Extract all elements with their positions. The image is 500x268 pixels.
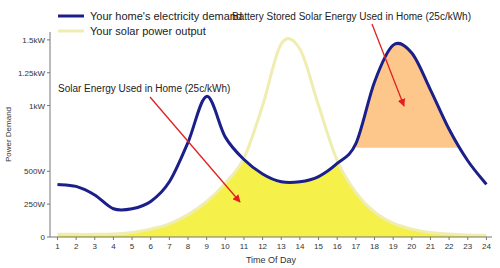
x-tick-label: 2 — [74, 242, 79, 251]
y-tick-label: 500W — [24, 167, 45, 176]
x-tick — [281, 237, 282, 240]
x-tick — [467, 237, 468, 240]
x-tick-label: 15 — [314, 242, 323, 251]
y-tick-label: 1.25kW — [18, 69, 46, 78]
y-tick-label: 0 — [41, 233, 46, 242]
x-tick — [486, 237, 487, 240]
x-tick — [132, 237, 133, 240]
x-tick-label: 1 — [55, 242, 60, 251]
annotation: Solar Energy Used in Home (25c/kWh) — [58, 83, 230, 94]
x-tick-label: 4 — [111, 242, 116, 251]
legend-label: Your home's electricity demand — [90, 10, 242, 22]
x-tick — [188, 237, 189, 240]
x-tick — [225, 237, 226, 240]
solar-line — [57, 39, 486, 236]
x-axis — [50, 237, 492, 238]
x-tick-label: 20 — [407, 242, 416, 251]
x-tick-label: 3 — [93, 242, 98, 251]
x-tick-label: 6 — [148, 242, 153, 251]
x-tick — [150, 237, 151, 240]
x-tick — [262, 237, 263, 240]
demand-line — [57, 43, 486, 210]
x-tick — [169, 237, 170, 240]
annotation-arrow — [150, 97, 240, 202]
annotation: Battery Stored Solar Energy Used in Home… — [232, 11, 471, 22]
legend-swatch — [58, 30, 84, 33]
x-tick-label: 8 — [186, 242, 191, 251]
legend-swatch — [58, 15, 84, 18]
x-tick-label: 10 — [221, 242, 230, 251]
y-tick-label: 1.5kW — [22, 36, 45, 45]
y-tick — [47, 39, 50, 40]
x-tick-label: 14 — [295, 242, 304, 251]
x-tick-label: 11 — [240, 242, 249, 251]
x-tick — [374, 237, 375, 240]
x-tick — [393, 237, 394, 240]
legend-label: Your solar power output — [90, 25, 206, 37]
y-tick — [47, 237, 50, 238]
x-tick-label: 24 — [482, 242, 491, 251]
x-tick-label: 21 — [426, 242, 435, 251]
x-tick — [76, 237, 77, 240]
x-tick — [299, 237, 300, 240]
solar-used-area — [57, 39, 486, 237]
y-tick — [47, 72, 50, 73]
legend: Your home's electricity demand Your solar… — [58, 10, 242, 37]
x-tick-label: 22 — [445, 242, 454, 251]
battery-group — [356, 43, 468, 147]
x-tick — [449, 237, 450, 240]
y-tick-label: 250W — [24, 200, 45, 209]
x-tick — [57, 237, 58, 240]
solar-used-group — [57, 39, 486, 237]
x-tick — [318, 237, 319, 240]
plot-area — [57, 39, 486, 237]
x-tick — [355, 237, 356, 240]
y-tick-label: 1kW — [29, 102, 45, 111]
chart: 0250W500W1kW1.25kW1.5kW12345678910111213… — [0, 0, 500, 268]
y-tick — [47, 204, 50, 205]
x-tick-label: 12 — [258, 242, 267, 251]
x-tick-label: 9 — [204, 242, 209, 251]
y-tick — [47, 171, 50, 172]
battery-area — [356, 43, 468, 147]
x-tick-label: 16 — [333, 242, 342, 251]
x-tick — [411, 237, 412, 240]
x-tick-label: 5 — [130, 242, 135, 251]
x-tick-label: 7 — [167, 242, 172, 251]
y-axis — [50, 32, 51, 237]
x-tick — [243, 237, 244, 240]
x-tick-label: 18 — [370, 242, 379, 251]
x-axis-label: Time Of Day — [246, 255, 297, 265]
x-tick — [337, 237, 338, 240]
x-tick — [113, 237, 114, 240]
annotation-arrow — [372, 24, 404, 106]
x-tick-label: 19 — [389, 242, 398, 251]
x-tick — [430, 237, 431, 240]
x-tick — [206, 237, 207, 240]
x-tick — [94, 237, 95, 240]
x-tick-label: 13 — [277, 242, 286, 251]
y-axis-label: Power Demand — [4, 107, 13, 162]
x-tick-label: 17 — [351, 242, 360, 251]
x-tick-label: 23 — [463, 242, 472, 251]
y-tick — [47, 105, 50, 106]
